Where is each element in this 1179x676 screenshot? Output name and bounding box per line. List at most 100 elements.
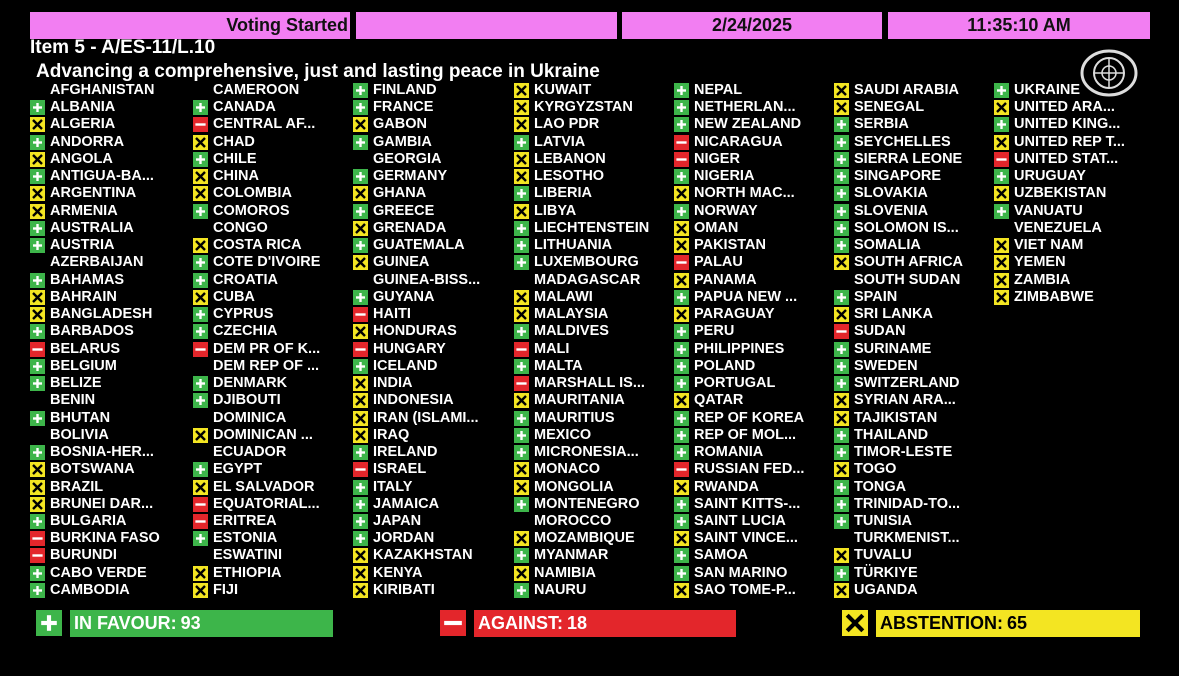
vote-icon-yes xyxy=(834,565,849,581)
country-name: NORTH MAC... xyxy=(694,185,795,202)
vote-icon-abstain xyxy=(994,100,1009,116)
country-name: KAZAKHSTAN xyxy=(373,547,473,564)
country-name: AZERBAIJAN xyxy=(50,254,144,271)
vote-icon-yes xyxy=(514,548,529,564)
vote-icon-abstain xyxy=(193,186,208,202)
vote-icon-yes xyxy=(353,496,368,512)
vote-icon-abstain xyxy=(30,479,45,495)
vote-icon-abstain xyxy=(834,548,849,564)
country-name: SOLOMON IS... xyxy=(854,219,959,236)
country-name: LESOTHO xyxy=(534,168,605,185)
country-name: URUGUAY xyxy=(1014,168,1086,185)
country-name: CANADA xyxy=(213,99,276,116)
country-name: SYRIAN ARA... xyxy=(854,392,956,409)
vote-icon-yes xyxy=(674,358,689,374)
vote-icon-yes xyxy=(994,117,1009,133)
country-name: ITALY xyxy=(373,478,413,495)
country-name: INDONESIA xyxy=(373,392,454,409)
vote-icon-abstain xyxy=(514,565,529,581)
vote-icon-yes xyxy=(193,203,208,219)
country-name: ZAMBIA xyxy=(1014,271,1071,288)
country-name: TOGO xyxy=(854,461,897,478)
country-name: MONACO xyxy=(534,461,601,478)
country-name: COLOMBIA xyxy=(213,185,292,202)
country-name: RUSSIAN FED... xyxy=(694,461,805,478)
vote-icon-yes xyxy=(674,169,689,185)
country-name: POLAND xyxy=(694,357,756,374)
country-name: FIJI xyxy=(213,581,238,598)
country-name: PANAMA xyxy=(694,271,757,288)
vote-icon-yes xyxy=(834,134,849,150)
vote-icon-yes xyxy=(353,83,368,98)
country-name: CABO VERDE xyxy=(50,564,147,581)
country-name: LEBANON xyxy=(534,150,606,167)
vote-icon-abstain xyxy=(353,186,368,202)
vote-icon-yes xyxy=(353,531,368,547)
country-name: AFGHANISTAN xyxy=(50,82,155,98)
country-name: SIERRA LEONE xyxy=(854,150,963,167)
status: Voting Started xyxy=(226,15,348,35)
vote-icon-yes xyxy=(193,100,208,116)
country-name: SENEGAL xyxy=(854,99,925,116)
vote-icon-abstain xyxy=(514,462,529,478)
country-name: SOUTH AFRICA xyxy=(854,254,964,271)
country-name: NETHERLAN... xyxy=(694,99,796,116)
country-name: ESWATINI xyxy=(213,547,283,564)
country-name: VIET NAM xyxy=(1014,237,1084,254)
vote-icon-yes xyxy=(30,565,45,581)
country-name: PORTUGAL xyxy=(694,375,776,392)
country-name: JAMAICA xyxy=(373,495,440,512)
vote-icon-no xyxy=(674,151,689,167)
vote-icon-abstain xyxy=(193,427,208,443)
country-name: LIBYA xyxy=(534,202,577,219)
vote-icon-abstain xyxy=(193,582,208,598)
total-value: 93 xyxy=(180,613,201,633)
vote-icon-yes xyxy=(994,169,1009,185)
vote-icon-yes xyxy=(994,203,1009,219)
vote-icon-abstain xyxy=(674,531,689,547)
vote-icon-abstain xyxy=(674,186,689,202)
vote-icon-yes xyxy=(193,393,208,409)
vote-icon-yes xyxy=(834,238,849,254)
vote-icon-yes xyxy=(674,203,689,219)
vote-icon-yes xyxy=(514,238,529,254)
country-name: BRAZIL xyxy=(50,478,104,495)
country-name: MOZAMBIQUE xyxy=(534,530,635,547)
vote-icon-abstain xyxy=(193,134,208,150)
total-value: 18 xyxy=(567,613,588,633)
vote-icon-no xyxy=(514,341,529,357)
vote-icon-no xyxy=(514,376,529,392)
country-name: VENEZUELA xyxy=(1014,219,1102,236)
country-name: NEPAL xyxy=(694,82,743,98)
total-label: IN FAVOUR: xyxy=(74,613,177,633)
vote-icon-abstain xyxy=(353,376,368,392)
country-name: LATVIA xyxy=(534,133,586,150)
vote-icon-yes xyxy=(834,186,849,202)
vote-icon-abstain xyxy=(193,479,208,495)
vote-icon-no xyxy=(353,462,368,478)
vote-icon-abstain xyxy=(994,134,1009,150)
country-name: NICARAGUA xyxy=(694,133,783,150)
vote-icon-yes xyxy=(834,445,849,461)
country-name: DEM REP OF ... xyxy=(213,357,320,374)
country-name: AUSTRIA xyxy=(50,237,115,254)
vote-icon-yes xyxy=(30,376,45,392)
country-name: KYRGYZSTAN xyxy=(534,99,633,116)
vote-icon-no xyxy=(674,255,689,271)
country-name: SLOVENIA xyxy=(854,202,929,219)
vote-icon-abstain xyxy=(674,479,689,495)
country-name: SRI LANKA xyxy=(854,306,933,323)
vote-icon-abstain xyxy=(353,324,368,340)
vote-icon-abstain xyxy=(353,565,368,581)
country-name: NIGER xyxy=(694,150,740,167)
vote-icon-yes xyxy=(674,565,689,581)
country-name: ALBANIA xyxy=(50,99,116,116)
vote-icon-yes xyxy=(30,220,45,236)
vote-icon-yes xyxy=(193,255,208,271)
country-name: PALAU xyxy=(694,254,743,271)
vote-icon-abstain xyxy=(674,307,689,323)
country-name: MALTA xyxy=(534,357,583,374)
country-name: LITHUANIA xyxy=(534,237,613,254)
vote-icon-yes xyxy=(193,151,208,167)
country-name: VANUATU xyxy=(1014,202,1083,219)
